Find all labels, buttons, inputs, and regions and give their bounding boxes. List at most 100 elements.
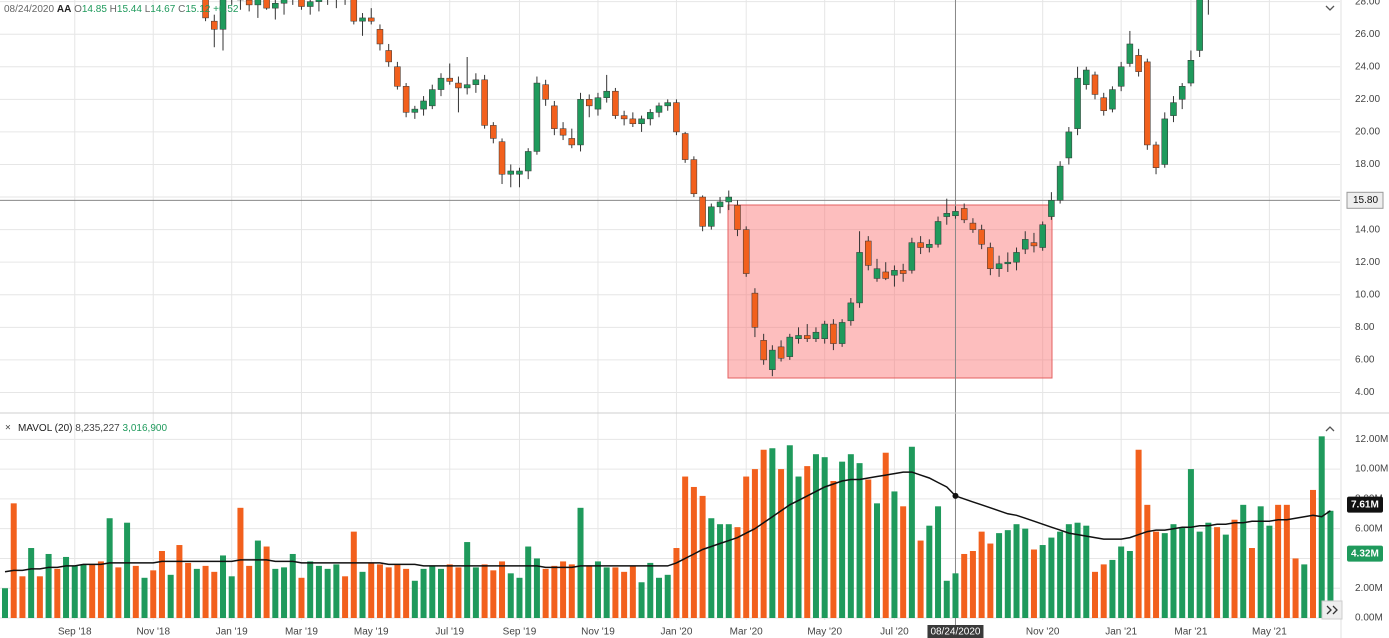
volume-bar <box>10 503 17 618</box>
volume-bar <box>158 550 165 618</box>
volume-bar <box>411 580 418 618</box>
candle-body <box>1187 60 1195 84</box>
volume-bar <box>429 565 436 618</box>
volume-bar <box>499 561 506 618</box>
candle-body <box>969 222 977 230</box>
candle-body <box>742 229 750 274</box>
volume-bar <box>1283 504 1290 618</box>
candle-body <box>873 268 881 279</box>
volume-bar <box>812 454 819 618</box>
volume-bar <box>63 556 70 618</box>
expand-button[interactable] <box>1325 426 1335 432</box>
volume-bar <box>1013 524 1020 618</box>
candle-body <box>708 206 715 227</box>
volume-bar <box>996 533 1003 618</box>
volume-bar <box>612 567 619 618</box>
volume-bar <box>420 568 427 618</box>
candle-body <box>559 128 567 136</box>
candle-body <box>812 331 820 339</box>
y2-tick-label: 6.00M <box>1355 523 1383 534</box>
x-tick-label: May '20 <box>807 627 842 638</box>
volume-last-box <box>1347 545 1383 562</box>
candle-body <box>926 244 933 248</box>
study-name: MAVOL (20) <box>18 423 72 434</box>
candle-body <box>638 118 645 125</box>
candle-body <box>838 322 846 344</box>
candle-body <box>516 170 523 175</box>
study-close[interactable]: × <box>5 423 11 434</box>
volume-bar <box>594 561 601 618</box>
header-h: H <box>110 4 117 15</box>
volume-bar <box>725 524 732 618</box>
candle-body <box>987 247 994 269</box>
candle-body <box>385 50 392 63</box>
volume-bar <box>1275 504 1282 618</box>
volume-bar <box>1153 531 1160 618</box>
volume-bar <box>350 531 357 618</box>
volume-bar <box>1222 534 1229 618</box>
candle-body <box>760 340 767 361</box>
volume-bar <box>359 571 366 618</box>
x-tick-label: Sep '18 <box>58 627 92 638</box>
volume-bar <box>394 564 401 618</box>
header-change: +0.52 <box>213 4 239 15</box>
candle-body <box>734 204 741 230</box>
candle-body <box>1126 43 1134 64</box>
y-tick-label: 6.00 <box>1355 355 1375 366</box>
candle-body <box>245 0 253 6</box>
volume-bar <box>141 577 148 618</box>
candle-body <box>446 77 453 82</box>
volume-bar <box>1022 528 1029 618</box>
header-o: O <box>74 4 82 15</box>
candle-body <box>1152 144 1160 168</box>
candle-body <box>865 240 872 266</box>
candle-body <box>1004 261 1012 265</box>
candle-body <box>280 0 288 4</box>
volume-bar <box>1231 519 1238 618</box>
x-tick-label: Jan '19 <box>216 627 248 638</box>
volume-bars <box>2 436 1334 618</box>
candle-body <box>603 90 610 98</box>
candle-body <box>211 20 218 30</box>
header-symbol: AA <box>57 4 71 15</box>
x-tick-label: Jan '20 <box>660 627 692 638</box>
volume-bar <box>847 454 854 618</box>
volume-bar <box>1065 524 1072 618</box>
volume-bar <box>917 540 924 618</box>
collapse-button[interactable] <box>1325 5 1335 11</box>
volume-bar <box>1074 522 1081 618</box>
volume-bar <box>708 518 715 618</box>
volume-bar <box>926 525 933 618</box>
volume-bar <box>281 567 288 618</box>
volume-bar <box>786 445 793 618</box>
candle-body <box>1039 224 1046 248</box>
candle-body <box>899 270 907 274</box>
y-tick-label: 10.00 <box>1355 289 1380 300</box>
candle-body <box>830 323 837 344</box>
candle-body <box>777 346 785 359</box>
volume-bar <box>54 568 61 618</box>
volume-bar <box>1214 527 1221 618</box>
last-price-label: 15.80 <box>1353 195 1378 206</box>
highlight-box <box>727 204 1053 379</box>
candle-body <box>411 108 419 113</box>
volume-bar <box>978 531 985 618</box>
volume-bar <box>795 476 802 618</box>
volume-bar <box>298 577 305 618</box>
volume-bar <box>882 452 889 618</box>
scroll-button[interactable] <box>1321 600 1343 620</box>
candle-body <box>376 29 384 45</box>
candle-body <box>943 213 951 217</box>
volume-bar <box>769 448 776 618</box>
candle-body <box>681 133 689 160</box>
volume-bar <box>80 564 87 618</box>
candle-body <box>882 271 889 279</box>
y-tick-label: 20.00 <box>1355 127 1380 138</box>
volume-bar <box>228 576 235 618</box>
volume-bar <box>446 564 453 618</box>
candle-body <box>664 102 671 107</box>
y-tick-label: 28.00 <box>1355 0 1380 7</box>
candle-body <box>1117 66 1125 87</box>
volume-bar <box>89 564 96 618</box>
